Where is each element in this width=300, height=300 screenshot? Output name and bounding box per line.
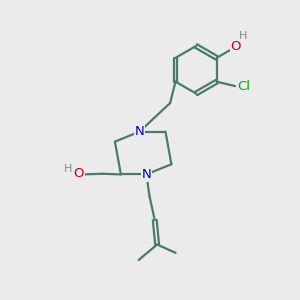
Text: N: N xyxy=(142,168,151,181)
Text: O: O xyxy=(230,40,241,53)
Text: H: H xyxy=(64,164,73,174)
Text: Cl: Cl xyxy=(237,80,250,93)
Text: O: O xyxy=(74,167,84,180)
Text: N: N xyxy=(135,125,145,138)
Text: H: H xyxy=(239,32,248,41)
